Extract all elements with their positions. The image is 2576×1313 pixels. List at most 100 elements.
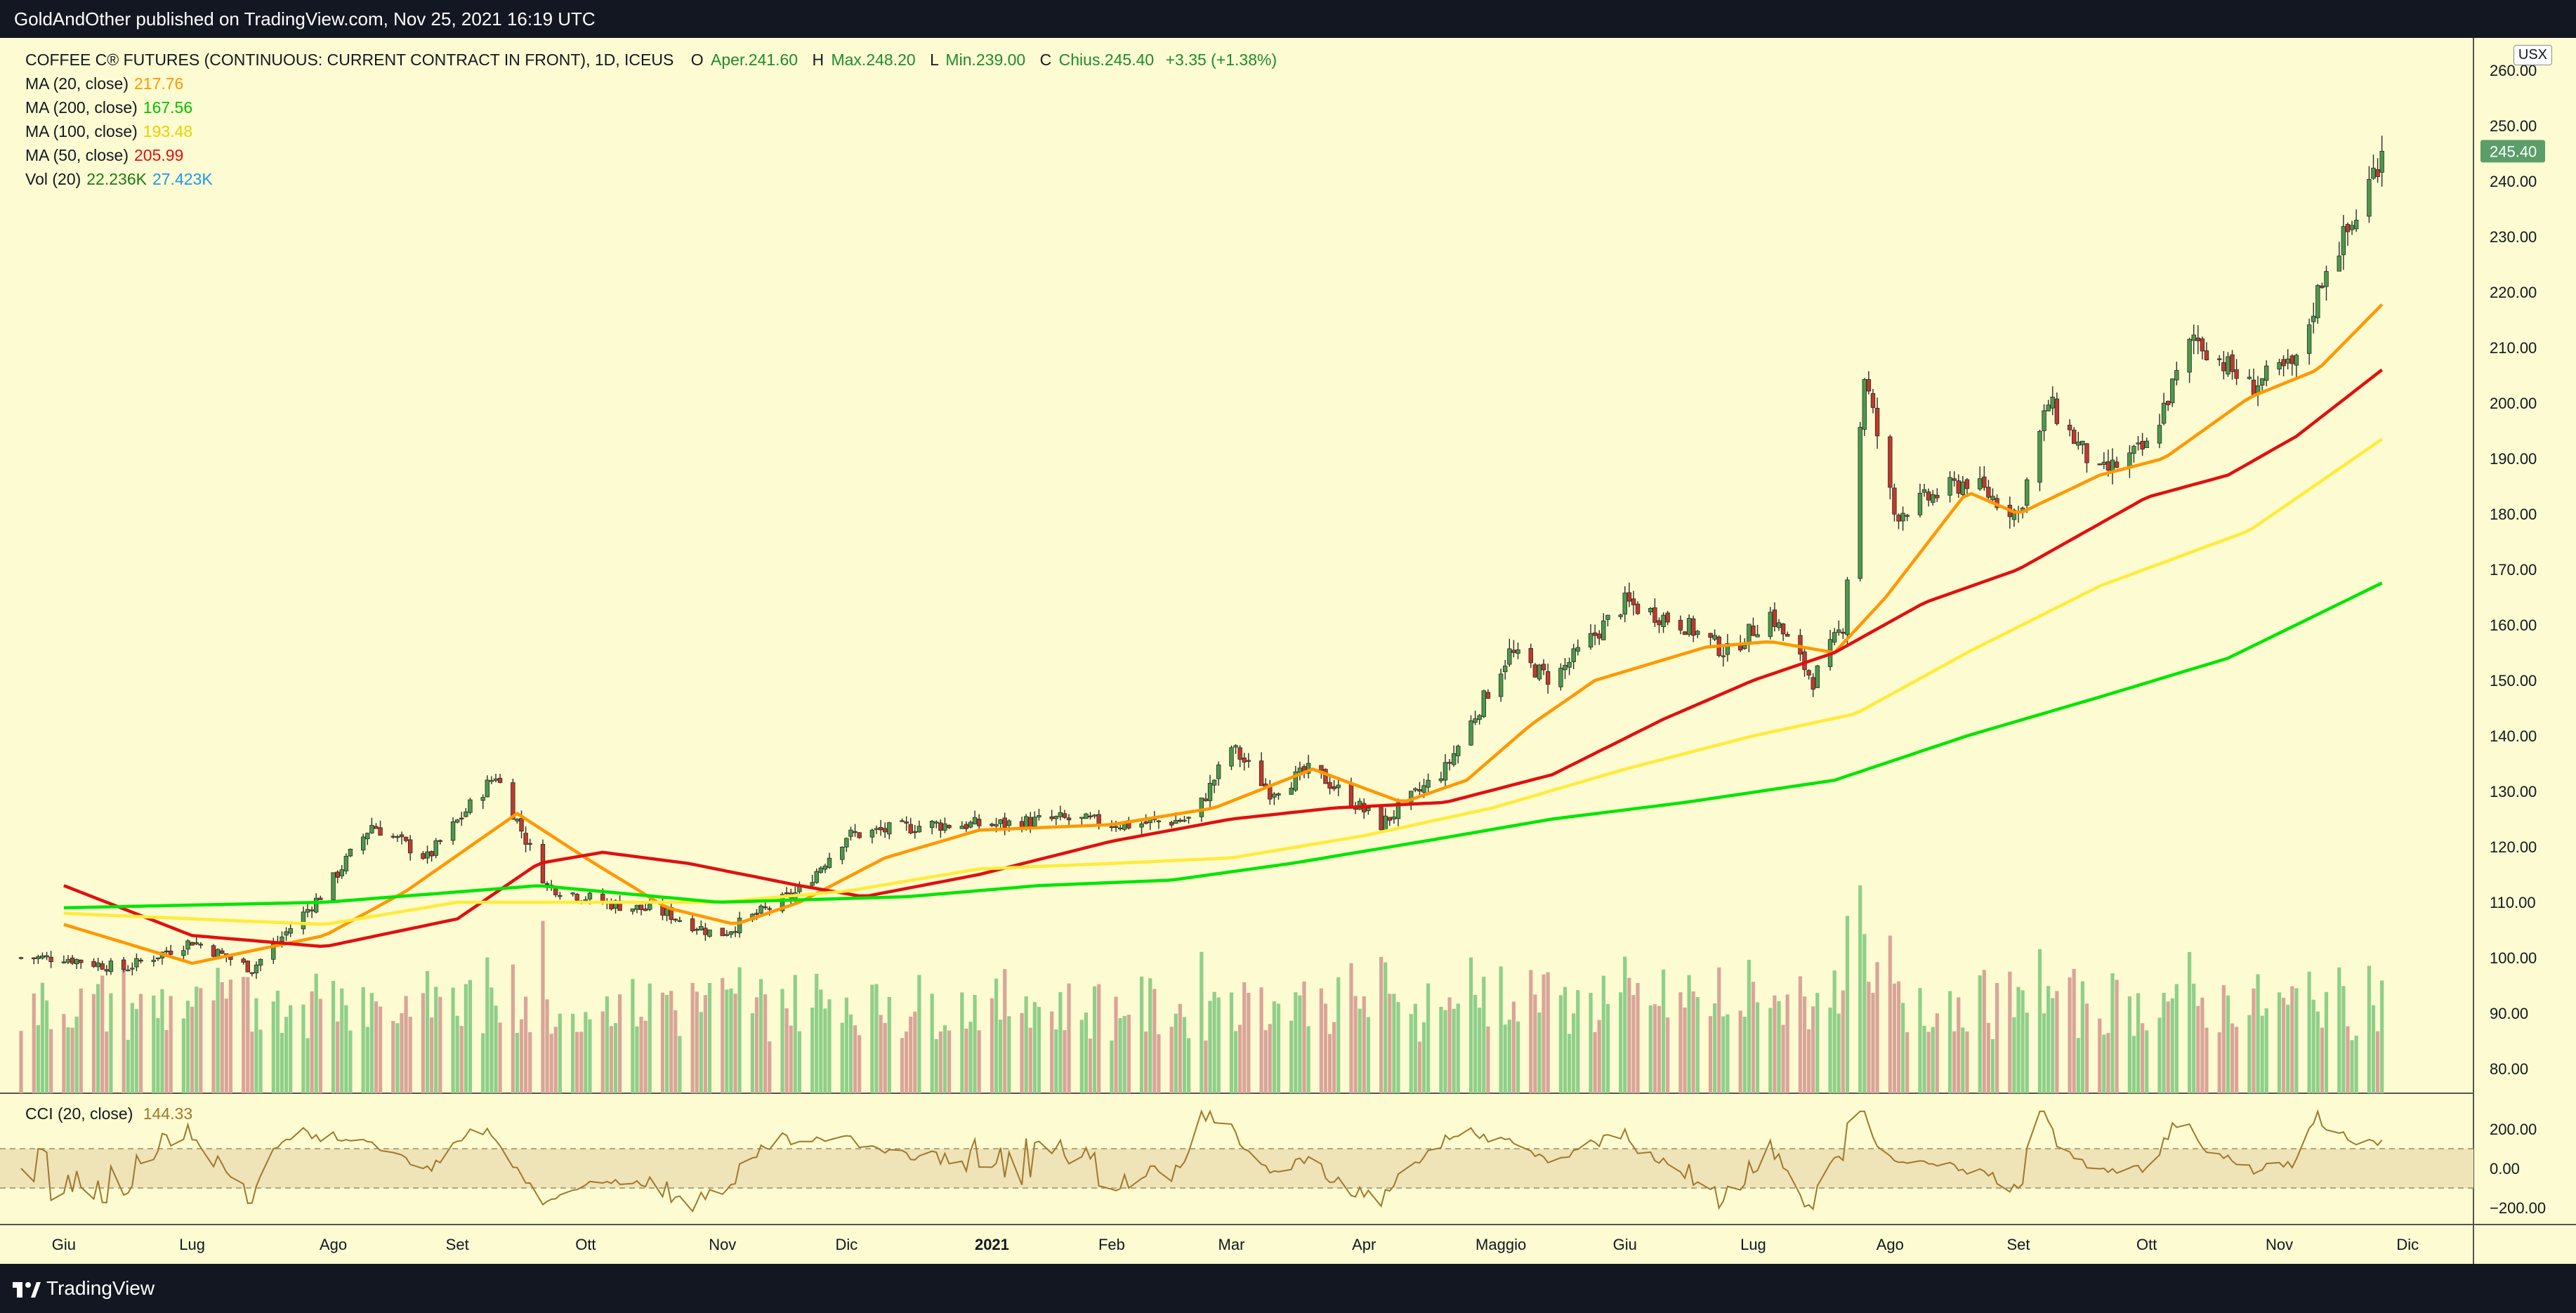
candle-body	[1413, 788, 1418, 791]
candle-body	[1113, 826, 1119, 828]
currency-unit-badge[interactable]: USX	[2513, 45, 2552, 65]
candle-body	[2264, 365, 2269, 381]
candle-body	[1058, 812, 1063, 817]
volume-bar	[2346, 1026, 2350, 1093]
volume-row[interactable]: Vol (20) 22.236K 27.423K	[25, 167, 1277, 191]
volume-bar	[109, 993, 113, 1093]
candle-body	[1481, 690, 1486, 717]
volume-bar	[100, 975, 105, 1093]
volume-bar	[242, 977, 246, 1093]
cci-tick-label: 200.00	[2490, 1121, 2537, 1138]
ma50-label: MA (50, close)	[25, 146, 129, 164]
candle-body	[912, 831, 918, 833]
volume-bar	[1623, 956, 1627, 1093]
candle-body	[2131, 446, 2136, 454]
candle-body	[32, 957, 37, 960]
candle-body	[1216, 764, 1221, 779]
chart-svg[interactable]: 260.00250.00240.00230.00220.00210.00200.…	[0, 38, 2576, 1264]
candle-body	[527, 843, 532, 845]
volume-bar	[725, 989, 729, 1093]
volume-bar	[284, 1017, 289, 1093]
ma100-line[interactable]	[63, 437, 2383, 926]
candle-body	[908, 824, 913, 833]
volume-bar	[1007, 1016, 1011, 1093]
volume-bar	[584, 1012, 588, 1093]
candle-body	[425, 851, 430, 859]
time-tick-label: Lug	[179, 1236, 205, 1253]
volume-bar	[942, 1025, 947, 1093]
candle-body	[2379, 150, 2384, 173]
tradingview-brand[interactable]: TradingView	[46, 1277, 155, 1299]
ma100-row[interactable]: MA (100, close) 193.48	[25, 119, 1277, 143]
ma50-line[interactable]	[63, 368, 2384, 948]
volume-bar	[2051, 998, 2055, 1093]
volume-bar	[1845, 916, 1850, 1093]
candle-body	[2371, 167, 2376, 179]
ma50-row[interactable]: MA (50, close) 205.99	[25, 143, 1277, 167]
candle-body	[574, 894, 579, 901]
candle-body	[65, 959, 71, 963]
candle-body	[2097, 463, 2102, 466]
candle-body	[1990, 496, 1995, 501]
ma200-row[interactable]: MA (200, close) 167.56	[25, 95, 1277, 119]
ma20-line[interactable]	[63, 303, 2384, 965]
candle-body	[1725, 642, 1730, 655]
candle-body	[96, 962, 100, 968]
ma50-value: 205.99	[134, 146, 184, 164]
candlestick-series[interactable]	[18, 136, 2384, 979]
candle-body	[990, 824, 994, 826]
tradingview-logo-icon[interactable]	[13, 1275, 41, 1302]
volume-bar	[62, 1014, 66, 1093]
ohlc-low-value: Min.239.00	[945, 51, 1026, 69]
candle-body	[314, 897, 319, 913]
candle-body	[2174, 370, 2179, 381]
volume-bar	[408, 1016, 412, 1093]
candle-body	[421, 853, 426, 859]
volume-bar	[1366, 1017, 1370, 1093]
volume-bar	[857, 1035, 862, 1093]
candle-body	[1306, 763, 1311, 774]
candle-body	[2127, 452, 2132, 468]
candle-body	[164, 950, 169, 953]
volume-bar	[575, 1031, 579, 1093]
volume-bar	[699, 1012, 703, 1093]
candle-body	[1652, 607, 1657, 623]
chart-frame[interactable]: 260.00 250.00 240.00 230.00 220.00 210.00 200.…	[0, 38, 2576, 1264]
candle-body	[964, 824, 969, 829]
candle-body	[1169, 822, 1174, 826]
volume-value-1: 22.236K	[86, 170, 147, 188]
volume-bar	[2157, 1017, 2162, 1093]
candle-body	[1571, 648, 1576, 662]
volume-bar	[823, 1008, 827, 1093]
volume-bar	[1802, 996, 1807, 1093]
candle-body	[2345, 224, 2351, 232]
price-tick-label: 100.00	[2490, 949, 2537, 967]
volume-bar	[169, 996, 173, 1093]
volume-bar	[425, 970, 430, 1093]
volume-bar	[930, 994, 934, 1093]
volume-bar	[1050, 1011, 1054, 1093]
volume-bar	[1961, 1027, 1965, 1093]
volume-bar	[2290, 986, 2294, 1093]
cci-line[interactable]	[20, 1109, 2383, 1213]
ma200-line[interactable]	[63, 581, 2383, 910]
price-tick-label: 210.00	[2490, 339, 2537, 357]
volume-bar	[1755, 1002, 1760, 1093]
candle-body	[818, 867, 824, 873]
candle-body	[1845, 579, 1850, 635]
volume-bar	[1384, 962, 1388, 1093]
ma20-label: MA (20, close)	[25, 74, 129, 93]
volume-bar	[1636, 983, 1640, 1093]
volume-bar	[1003, 969, 1007, 1093]
candle-body	[1156, 820, 1162, 822]
candle-body	[1211, 779, 1217, 786]
candle-body	[695, 929, 699, 931]
ma20-row[interactable]: MA (20, close) 217.76	[25, 72, 1277, 95]
candle-body	[703, 928, 708, 935]
volume-bar	[1738, 1010, 1742, 1093]
volume-bar	[152, 995, 156, 1093]
cci-legend[interactable]: CCI (20, close) 144.33	[25, 1104, 192, 1123]
volume-bar	[605, 996, 609, 1093]
volume-bar	[934, 1038, 938, 1093]
volume-bar	[1627, 977, 1631, 1093]
